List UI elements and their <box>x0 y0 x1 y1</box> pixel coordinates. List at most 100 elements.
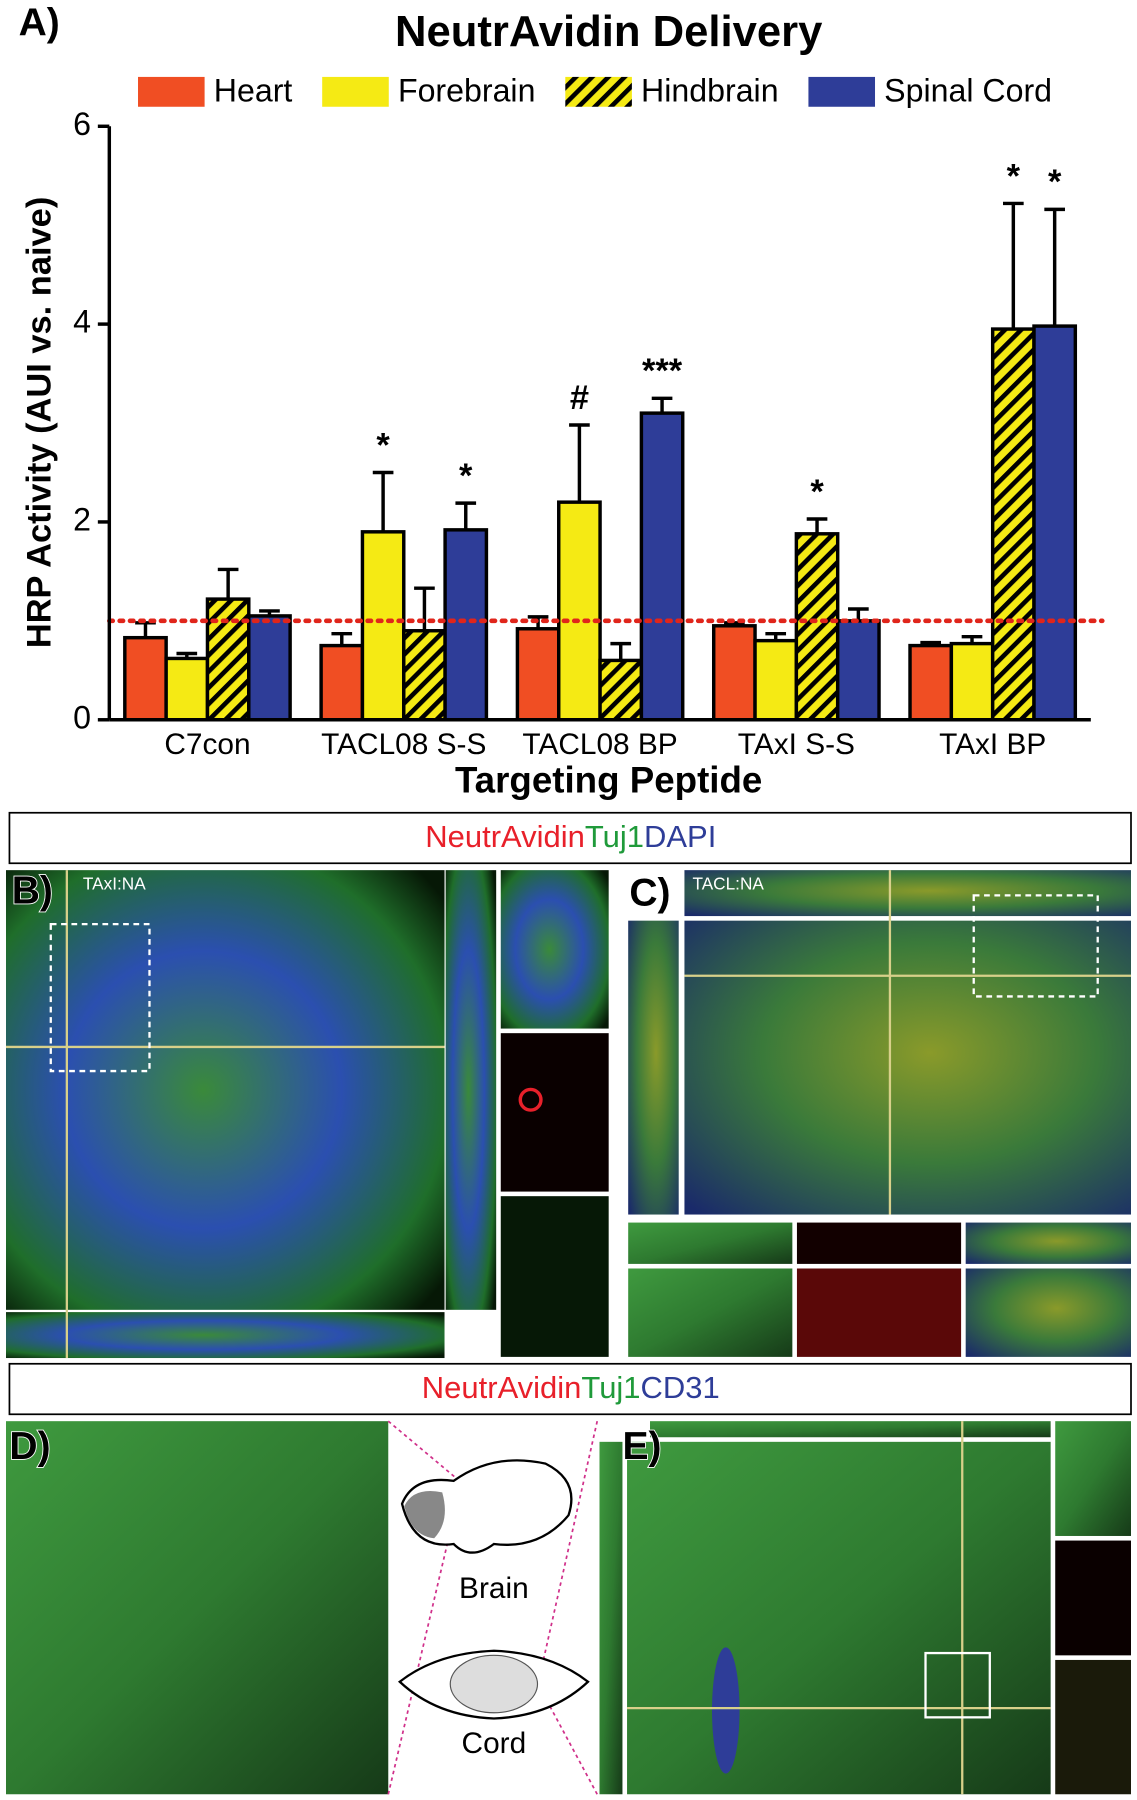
significance-marker: * <box>1048 163 1062 201</box>
panel-c: C) TACL:NA <box>628 870 1132 1357</box>
legend-swatch <box>808 76 876 107</box>
bar <box>753 638 799 722</box>
bar <box>949 641 995 722</box>
bar <box>794 532 840 722</box>
bar <box>1032 324 1078 722</box>
bar <box>123 635 168 722</box>
image-tag: TACL:NA <box>692 874 764 894</box>
micrograph <box>445 870 497 1310</box>
micrograph <box>796 1222 962 1264</box>
schematic: Brain Cord <box>387 1420 599 1795</box>
schematic-label: Brain <box>459 1572 529 1605</box>
micrograph <box>628 1222 793 1264</box>
micrograph <box>628 920 679 1215</box>
legend-swatch <box>565 76 632 107</box>
significance-marker: * <box>810 473 824 511</box>
header: NeutrAvidinTuj1DAPI <box>425 819 716 854</box>
bar <box>360 530 406 722</box>
stain: Tuj1 <box>585 819 644 854</box>
stain: Tuj1 <box>581 1370 640 1405</box>
micrograph <box>500 870 609 1029</box>
legend-swatch <box>322 76 389 107</box>
micrograph <box>965 1268 1131 1357</box>
micrograph <box>965 1222 1131 1264</box>
header: NeutrAvidinTuj1CD31 <box>422 1370 720 1405</box>
micrograph <box>627 1441 1051 1795</box>
significance-marker: *** <box>642 352 683 390</box>
significance-marker: # <box>570 379 589 417</box>
x-tick-label: TACL08 BP <box>522 728 677 761</box>
bar <box>515 627 561 722</box>
grey-matter <box>449 1654 539 1714</box>
header-box <box>8 1362 1132 1416</box>
micrograph <box>1055 1421 1131 1536</box>
x-tick-label: TAxI BP <box>939 728 1046 761</box>
chart-title: NeutrAvidin Delivery <box>395 8 823 56</box>
panel-label: B) <box>12 869 53 912</box>
x-tick-label: C7con <box>164 728 250 761</box>
micrograph <box>6 870 445 1310</box>
panel-b: B) TAxI:NA <box>6 869 609 1359</box>
header-box <box>8 811 1132 865</box>
bar <box>164 656 210 722</box>
image-tag: TAxI:NA <box>83 874 146 894</box>
bar <box>711 624 757 722</box>
roi-box <box>972 894 1099 998</box>
panel-d: D) <box>6 1421 389 1795</box>
legend-swatch <box>138 76 205 107</box>
micrograph <box>650 1421 1051 1438</box>
micrograph <box>6 1421 389 1795</box>
panel-label: A) <box>19 2 60 45</box>
chart-area: Heart Forebrain Hindbrain Spinal Cord 0 2 4 6 C7… <box>73 72 1105 761</box>
bar <box>835 619 881 722</box>
panel-label: C) <box>629 872 670 915</box>
panel-e: E) <box>599 1421 1131 1795</box>
micrograph <box>500 1196 609 1357</box>
brain-outline <box>400 1459 573 1554</box>
micrograph <box>628 1268 793 1357</box>
x-axis-title: Targeting Peptide <box>455 760 762 801</box>
legend-label: Heart <box>214 72 293 108</box>
significance-marker: * <box>376 426 390 464</box>
y-tick-label: 6 <box>73 106 91 142</box>
y-tick-label: 0 <box>73 699 91 735</box>
x-tick-label: TACL08 S-S <box>321 728 486 761</box>
bar <box>205 597 251 722</box>
cell <box>518 1087 543 1112</box>
legend-label: Hindbrain <box>641 72 779 108</box>
stain: DAPI <box>644 819 716 854</box>
bar <box>247 614 292 722</box>
vessel <box>711 1647 740 1774</box>
bar <box>639 411 685 722</box>
bar <box>990 327 1036 722</box>
roi-box <box>49 922 151 1073</box>
micrograph <box>6 1312 445 1359</box>
stain: NeutrAvidin <box>422 1370 582 1405</box>
significance-marker: * <box>459 457 473 495</box>
bar <box>443 528 489 722</box>
guide-line <box>538 1420 599 1677</box>
legend-label: Spinal Cord <box>884 72 1052 108</box>
bar <box>598 658 644 722</box>
bar <box>557 500 602 722</box>
micrograph <box>684 920 1131 1215</box>
panel-label: D) <box>9 1425 50 1468</box>
micrograph <box>599 1441 623 1795</box>
y-tick-label: 2 <box>73 501 91 537</box>
bar <box>319 643 365 722</box>
roi-box <box>924 1651 991 1719</box>
legend-label: Forebrain <box>398 72 536 108</box>
cerebellum <box>404 1491 445 1539</box>
micrograph <box>1055 1540 1131 1656</box>
y-axis-title: HRP Activity (AUI vs. naive) <box>21 197 59 648</box>
bar <box>908 643 954 722</box>
stain: NeutrAvidin <box>425 819 585 854</box>
micrograph <box>684 870 1131 917</box>
micrograph <box>500 1033 609 1192</box>
bar <box>402 629 447 722</box>
panel-label: E) <box>622 1425 661 1468</box>
micrograph <box>796 1268 962 1357</box>
micrograph <box>1055 1659 1131 1795</box>
significance-marker: * <box>1007 157 1021 195</box>
